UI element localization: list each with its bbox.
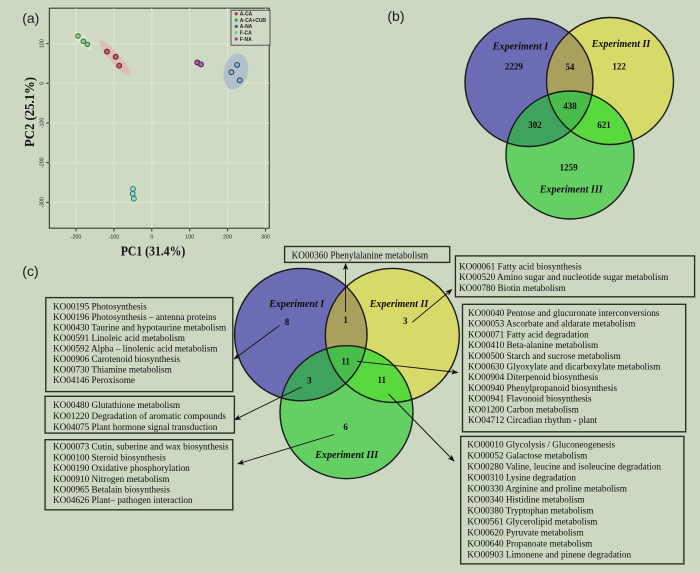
svg-text:Experiment III: Experiment III [539,184,604,196]
svg-text:1: 1 [343,315,348,325]
svg-text:KO00073 Cutin, suberine and wa: KO00073 Cutin, suberine and wax biosynth… [53,442,229,452]
svg-text:438: 438 [563,101,577,111]
svg-text:KO00052 Galactose metabolism: KO00052 Galactose metabolism [467,451,587,461]
svg-text:11: 11 [341,357,350,367]
svg-text:KO00380 Tryptophan metabolism: KO00380 Tryptophan metabolism [467,506,593,516]
svg-text:-200: -200 [71,235,82,241]
svg-text:KO00061 Fatty acid biosynthesi: KO00061 Fatty acid biosynthesis [459,261,582,271]
svg-text:KO00630 Glyoxylate and dicarbo: KO00630 Glyoxylate and dicarboxylate met… [468,362,660,372]
svg-text:KO00190 Oxidative phosphorylat: KO00190 Oxidative phosphorylation [53,463,190,473]
svg-text:KO00520 Amino sugar and nucleo: KO00520 Amino sugar and nucleotide sugar… [459,272,668,282]
svg-text:54: 54 [565,62,575,72]
svg-text:11: 11 [378,375,387,385]
svg-text:KO00910 Nitrogen metabolism: KO00910 Nitrogen metabolism [53,474,169,484]
svg-text:KO00410 Beta-alanine metabolis: KO00410 Beta-alanine metabolism [468,340,598,350]
svg-text:A-CA: A-CA [240,12,253,18]
svg-text:KO00561 Glycerolipid metabolis: KO00561 Glycerolipid metabolism [467,517,597,527]
svg-text:(b): (b) [387,8,404,24]
svg-text:Experiment I: Experiment I [268,298,325,310]
svg-text:8: 8 [285,317,290,327]
svg-text:KO00071 Fatty acid degradation: KO00071 Fatty acid degradation [468,329,589,339]
svg-text:KO01200 Carbon metabolism: KO01200 Carbon metabolism [468,404,579,414]
svg-text:-100: -100 [109,235,120,241]
svg-text:KO00620 Pyruvate metabolism: KO00620 Pyruvate metabolism [467,528,583,538]
svg-text:KO04075 Plant hormone signal t: KO04075 Plant hormone signal transductio… [53,422,218,432]
svg-text:A-CA+CUB: A-CA+CUB [240,18,267,24]
svg-text:KO01220 Degradation of aromati: KO01220 Degradation of aromatic compound… [53,411,226,421]
svg-text:KO00360 Phenylalanine metaboli: KO00360 Phenylalanine metabolism [292,251,429,262]
svg-text:KO00010 Glycolysis / Gluconeog: KO00010 Glycolysis / Gluconeogenesis [467,440,615,450]
svg-text:1259: 1259 [560,163,579,173]
svg-text:KO00195 Photosynthesis: KO00195 Photosynthesis [53,302,147,312]
svg-text:KO00500 Starch and sucrose met: KO00500 Starch and sucrose metabolism [468,351,621,361]
svg-text:300: 300 [261,235,270,241]
svg-text:KO00100 Steroid biosynthesis: KO00100 Steroid biosynthesis [53,452,166,462]
svg-text:KO00940 Phenylpropanoid biosyn: KO00940 Phenylpropanoid biosynthesis [468,383,617,393]
svg-text:-200: -200 [40,157,46,168]
svg-text:KO04146 Peroxisome: KO04146 Peroxisome [53,375,135,385]
svg-text:KO00280 Valine, leucine and is: KO00280 Valine, leucine and isoleucine d… [467,462,661,472]
svg-text:KO00330 Arginine and proline m: KO00330 Arginine and proline metabolism [467,484,627,494]
svg-text:KO00480 Glutathione metabolism: KO00480 Glutathione metabolism [53,400,180,410]
svg-text:3: 3 [307,375,312,385]
svg-text:200: 200 [223,235,232,241]
svg-text:KO00730 Thiamine metabolism: KO00730 Thiamine metabolism [53,365,172,375]
svg-text:KO00430 Taurine and hypotaurin: KO00430 Taurine and hypotaurine metaboli… [53,323,226,333]
svg-text:122: 122 [612,62,626,72]
svg-text:KO00592 Alpha – linolenic acid: KO00592 Alpha – linolenic acid metabolis… [53,344,218,354]
svg-text:KO00906 Carotenoid biosynthesi: KO00906 Carotenoid biosynthesis [53,354,181,364]
svg-text:KO00340 Histidine metabolism: KO00340 Histidine metabolism [467,495,584,505]
svg-text:Experiment II: Experiment II [591,38,651,50]
svg-text:621: 621 [597,120,611,130]
svg-text:KO00040 Pentose and glucuronat: KO00040 Pentose and glucuronate intercon… [468,308,660,318]
svg-text:KO00941 Flavonoid biosynthesis: KO00941 Flavonoid biosynthesis [468,394,592,404]
svg-text:100: 100 [40,39,46,48]
svg-text:2229: 2229 [505,62,524,72]
svg-text:KO04626 Plant– pathogen intera: KO04626 Plant– pathogen interaction [53,495,193,505]
svg-text:0: 0 [40,82,46,85]
svg-text:KO00591 Linoleic acid metaboli: KO00591 Linoleic acid metabolism [53,333,185,343]
svg-text:PC2 (25.1%): PC2 (25.1%) [23,77,38,147]
svg-text:A-NA: A-NA [240,24,253,30]
svg-text:0: 0 [150,235,153,241]
svg-text:KO04712 Circadian rhythm - pla: KO04712 Circadian rhythm - plant [468,415,598,425]
svg-text:100: 100 [185,235,194,241]
svg-text:-100: -100 [40,118,46,129]
svg-text:(a): (a) [22,10,39,26]
svg-text:F-NA: F-NA [240,37,252,43]
svg-text:Experiment II: Experiment II [369,298,429,310]
svg-text:Experiment III: Experiment III [314,449,379,461]
svg-text:302: 302 [528,120,542,130]
svg-text:KO00310 Lysine degradation: KO00310 Lysine degradation [467,473,576,483]
svg-text:KO00903 Limonene and pinene de: KO00903 Limonene and pinene degradation [467,550,631,560]
svg-text:Experiment I: Experiment I [492,41,549,53]
svg-text:F-CA: F-CA [240,31,252,37]
svg-text:KO00053 Ascorbate and aldarate: KO00053 Ascorbate and aldarate metabolis… [468,319,635,329]
svg-text:(c): (c) [22,263,38,279]
svg-text:KO00196 Photosynthesis – anten: KO00196 Photosynthesis – antenna protein… [53,312,217,322]
svg-text:PC1 (31.4%): PC1 (31.4%) [121,244,186,259]
svg-text:KO00780 Biotin metabolism: KO00780 Biotin metabolism [459,283,566,293]
svg-text:KO00640 Propanoate metabolism: KO00640 Propanoate metabolism [467,539,592,549]
svg-text:KO00965 Betalain biosynthesis: KO00965 Betalain biosynthesis [53,485,170,495]
svg-text:6: 6 [343,422,348,432]
svg-text:-300: -300 [40,197,46,208]
svg-text:3: 3 [403,316,408,326]
svg-text:KO00904 Diterpenoid biosynthes: KO00904 Diterpenoid biosynthesis [468,372,599,382]
